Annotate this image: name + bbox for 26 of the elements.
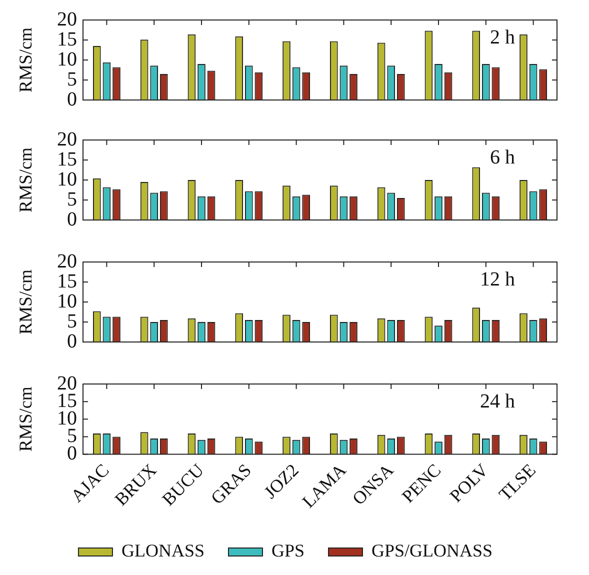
y-tick-label: 5 bbox=[67, 68, 77, 90]
y-tick-label: 20 bbox=[57, 8, 77, 30]
y-tick-label: 10 bbox=[57, 168, 77, 190]
y-tick-label: 0 bbox=[67, 330, 77, 352]
y-axis-title: RMS/cm bbox=[16, 386, 36, 452]
y-tick-label: 15 bbox=[57, 28, 77, 50]
y-tick-label: 15 bbox=[57, 270, 77, 292]
y-axis-title: RMS/cm bbox=[16, 27, 36, 93]
annotation: 24 h bbox=[480, 390, 515, 412]
legend-label: GLONASS bbox=[121, 540, 204, 561]
annotation: 12 h bbox=[480, 268, 515, 290]
legend-label: GPS/GLONASS bbox=[372, 540, 493, 561]
y-tick-label: 10 bbox=[57, 48, 77, 70]
y-tick-label: 5 bbox=[67, 310, 77, 332]
y-tick-label: 10 bbox=[57, 290, 77, 312]
y-tick-label: 5 bbox=[67, 188, 77, 210]
legend-label: GPS bbox=[271, 540, 305, 561]
y-axis-title: RMS/cm bbox=[16, 269, 36, 335]
y-tick-label: 0 bbox=[67, 88, 77, 110]
y-tick-label: 15 bbox=[57, 148, 77, 170]
annotation: 2 h bbox=[490, 26, 515, 48]
y-tick-label: 20 bbox=[57, 128, 77, 150]
y-tick-label: 20 bbox=[57, 250, 77, 272]
annotation: 6 h bbox=[490, 146, 515, 168]
y-tick-label: 0 bbox=[67, 208, 77, 230]
y-axis-title: RMS/cm bbox=[16, 147, 36, 213]
